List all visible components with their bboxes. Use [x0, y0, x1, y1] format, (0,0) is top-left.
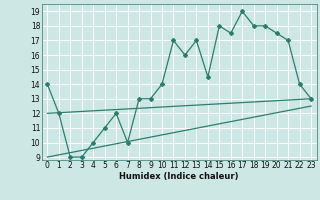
- X-axis label: Humidex (Indice chaleur): Humidex (Indice chaleur): [119, 172, 239, 181]
